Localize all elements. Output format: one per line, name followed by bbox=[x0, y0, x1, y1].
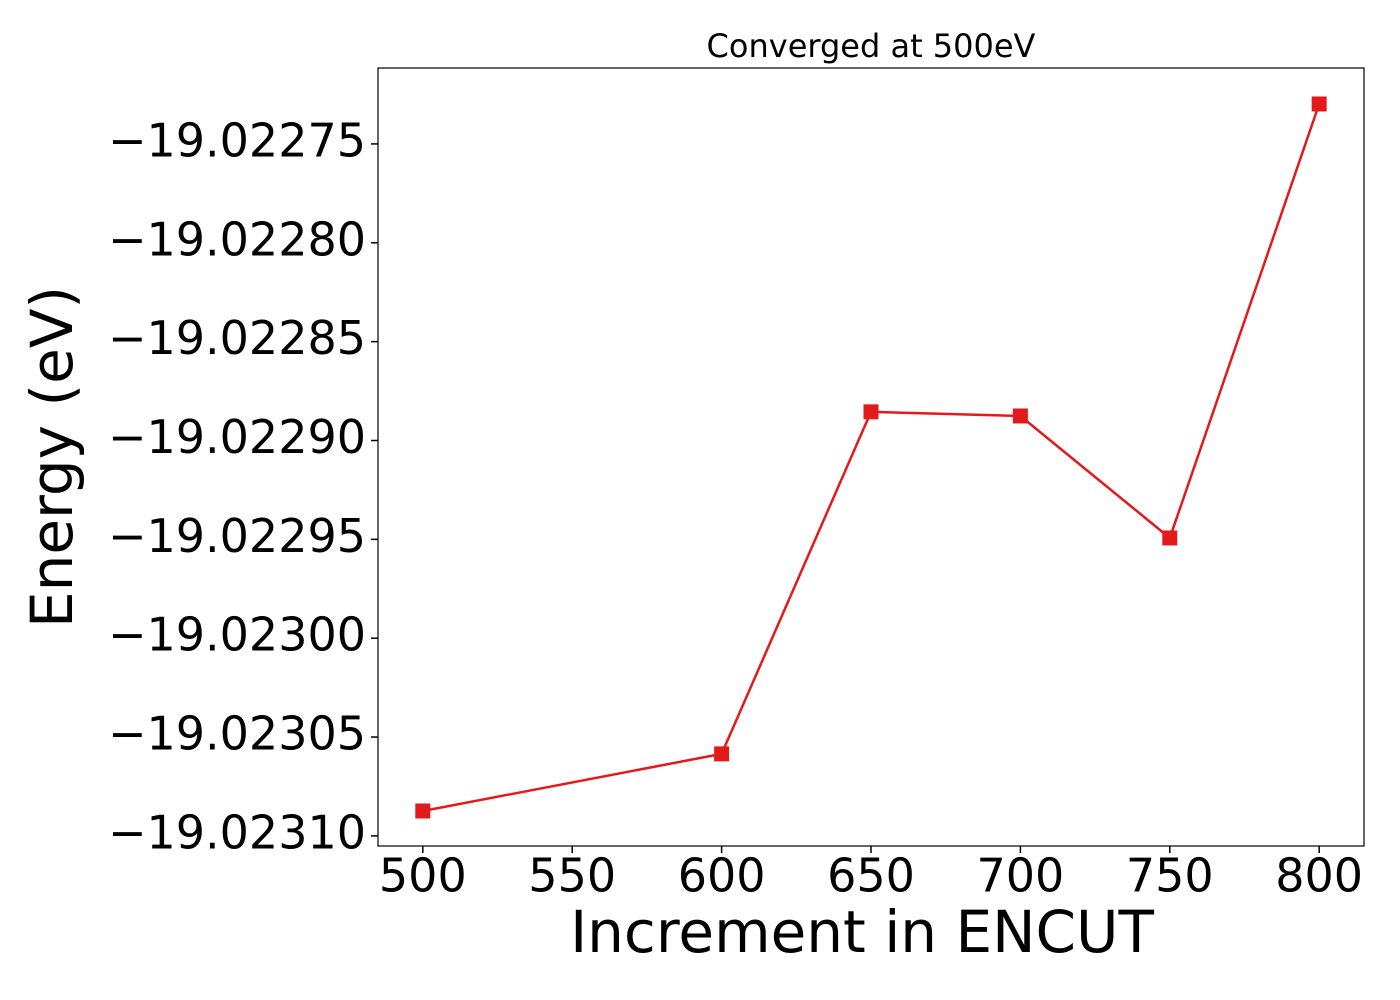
series-line bbox=[422, 103, 1321, 813]
y-tick-label: −19.02305 bbox=[108, 707, 366, 761]
y-tick-label: −19.02275 bbox=[108, 113, 366, 167]
marker bbox=[1012, 408, 1028, 424]
y-tick-label: −19.02285 bbox=[108, 311, 366, 365]
x-tick-label: 600 bbox=[678, 849, 766, 903]
x-axis-label: Increment in ENCUT bbox=[570, 898, 1154, 966]
marker bbox=[863, 404, 879, 420]
x-tick-label: 750 bbox=[1126, 849, 1214, 903]
x-tick-label: 550 bbox=[528, 849, 616, 903]
plot-frame bbox=[377, 67, 1365, 847]
y-tick-label: −19.02310 bbox=[108, 805, 366, 859]
marker bbox=[714, 746, 730, 762]
y-axis-label: Energy (eV) bbox=[18, 286, 86, 628]
x-tick-label: 800 bbox=[1275, 849, 1363, 903]
chart-title: Converged at 500eV bbox=[707, 27, 1036, 65]
y-tick-label: −19.02300 bbox=[108, 608, 366, 662]
x-tick-label: 700 bbox=[976, 849, 1064, 903]
y-tick-label: −19.02295 bbox=[108, 509, 366, 563]
marker bbox=[1311, 96, 1327, 112]
y-tick-label: −19.02280 bbox=[108, 212, 366, 266]
x-tick-label: 650 bbox=[827, 849, 915, 903]
y-tick-label: −19.02290 bbox=[108, 410, 366, 464]
x-tick-label: 500 bbox=[379, 849, 467, 903]
marker bbox=[415, 803, 431, 819]
marker bbox=[1162, 530, 1178, 546]
